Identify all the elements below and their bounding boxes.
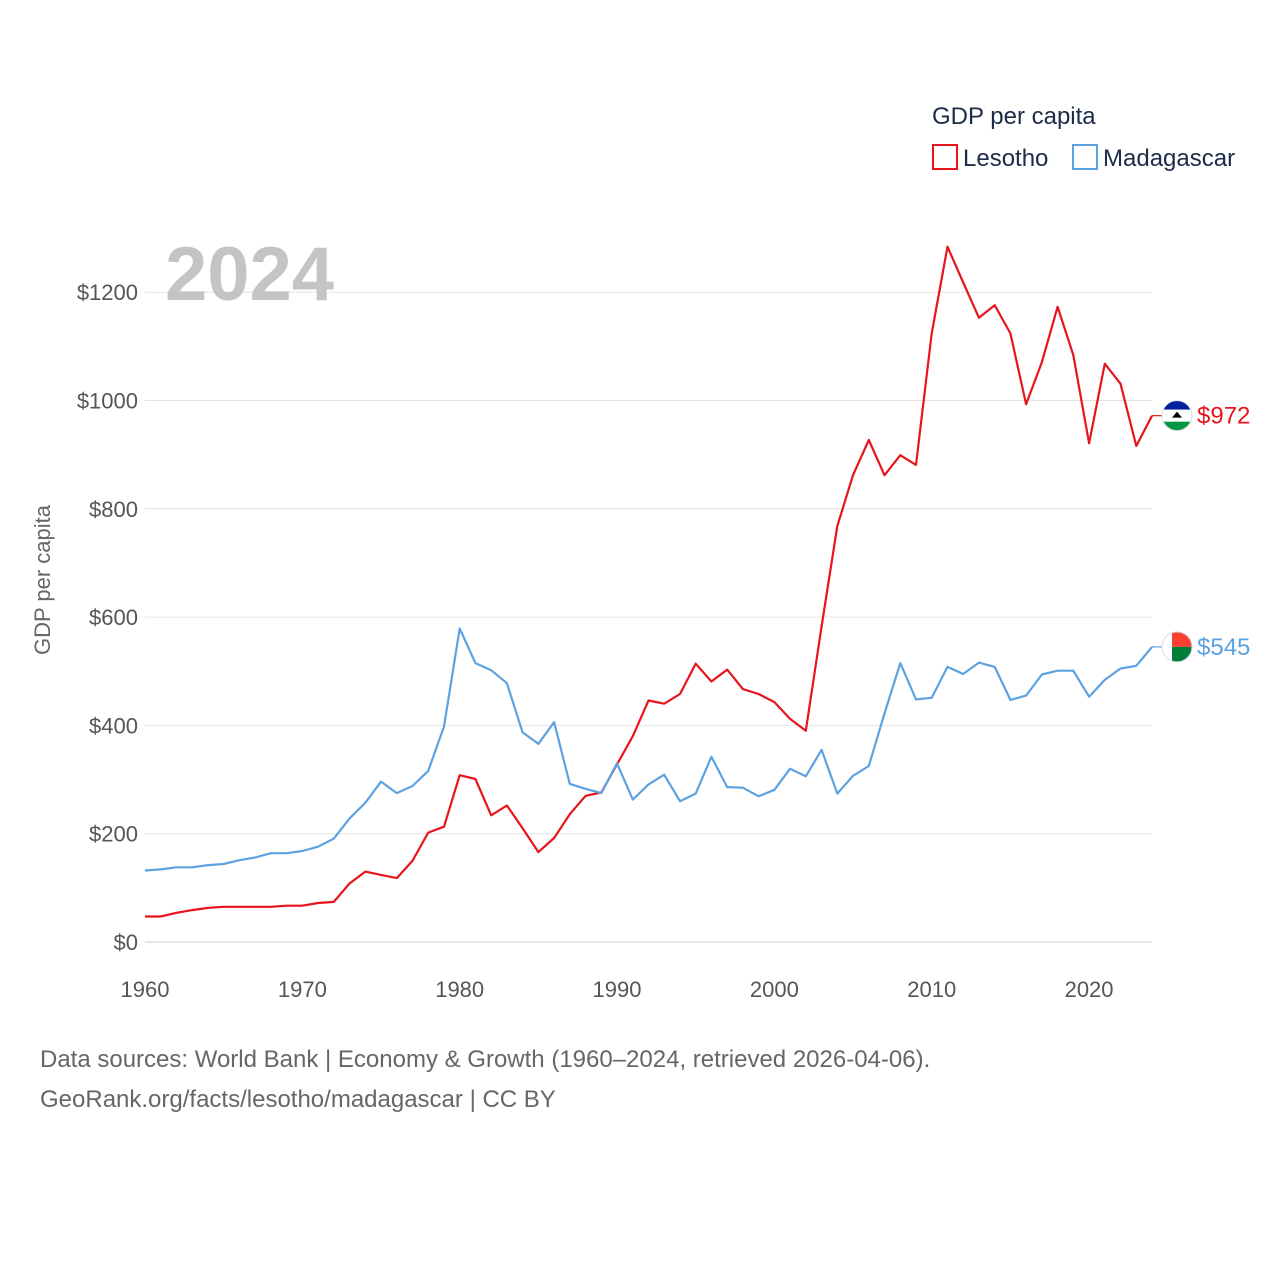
series-lines — [144, 245, 1153, 918]
legend-label-lesotho[interactable]: Lesotho — [963, 145, 1048, 172]
legend: GDP per capita Lesotho Madagascar — [932, 103, 1235, 172]
x-tick-label: 1980 — [435, 977, 484, 1002]
y-tick-label: $800 — [89, 497, 138, 522]
year-overlay: 2024 — [165, 232, 334, 317]
legend-swatch-madagascar[interactable] — [1072, 144, 1098, 170]
y-tick-label: $1200 — [77, 280, 138, 305]
x-tick-label: 2020 — [1065, 977, 1114, 1002]
x-tick-label: 1990 — [593, 977, 642, 1002]
legend-title: GDP per capita — [932, 103, 1096, 130]
y-tick-label: $200 — [89, 822, 138, 847]
grid-lines — [145, 291, 1152, 943]
x-tick-label: 2010 — [907, 977, 956, 1002]
source-note: Data sources: World Bank | Economy & Gro… — [40, 1040, 1240, 1120]
legend-label-madagascar[interactable]: Madagascar — [1103, 145, 1235, 172]
series-line-madagascar[interactable] — [144, 627, 1153, 872]
y-tick-label: $600 — [89, 605, 138, 630]
madagascar-flag-icon — [1161, 631, 1193, 663]
source-line-2: GeoRank.org/facts/lesotho/madagascar | C… — [40, 1086, 556, 1113]
legend-swatch-lesotho[interactable] — [932, 144, 958, 170]
x-axis-ticks: 1960 1970 1980 1990 2000 2010 2020 — [121, 977, 1114, 1002]
series-line-lesotho[interactable] — [145, 245, 1153, 918]
x-tick-label: 2000 — [750, 977, 799, 1002]
end-label-madagascar: $545 — [1197, 634, 1250, 661]
x-tick-label: 1960 — [121, 977, 170, 1002]
x-tick-label: 1970 — [278, 977, 327, 1002]
y-axis-title: GDP per capita — [30, 504, 55, 655]
y-tick-label: $400 — [89, 713, 138, 738]
end-labels: $972 $545 — [1152, 400, 1250, 663]
end-label-lesotho: $972 — [1197, 403, 1250, 430]
y-tick-label: $1000 — [77, 389, 138, 414]
y-tick-label: $0 — [114, 930, 138, 955]
source-line-1: Data sources: World Bank | Economy & Gro… — [40, 1046, 931, 1073]
lesotho-flag-icon — [1161, 400, 1193, 432]
y-axis-ticks: $0 $200 $400 $600 $800 $1000 $1200 — [77, 280, 138, 955]
